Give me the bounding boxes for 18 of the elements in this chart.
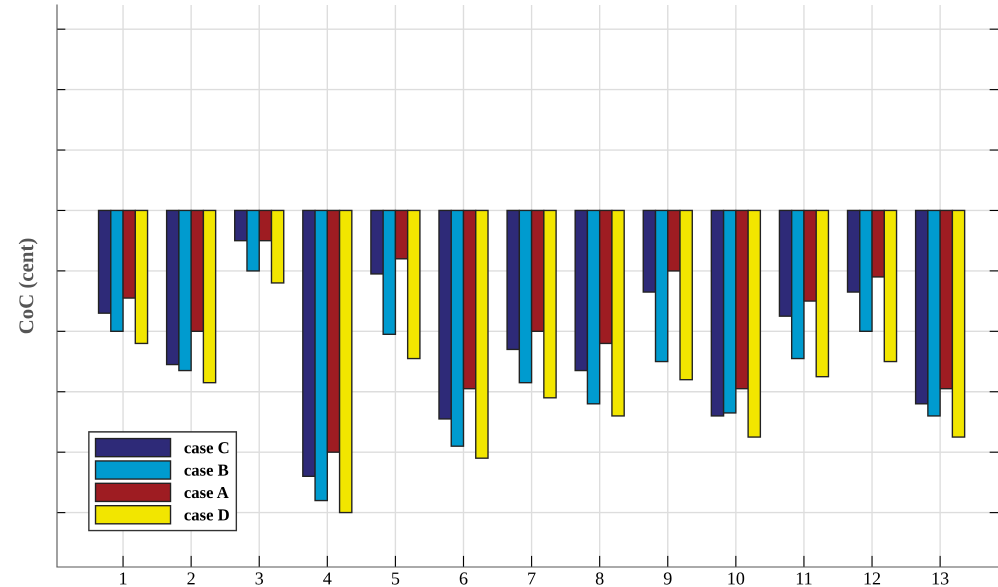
x-tick-label: 4 bbox=[323, 572, 332, 584]
x-tick-label: 13 bbox=[932, 572, 948, 585]
legend-label: case A bbox=[184, 486, 229, 498]
legend-label: case D bbox=[184, 509, 229, 521]
x-tick-label: 10 bbox=[728, 572, 744, 585]
y-axis-title: CoC (cent) bbox=[18, 238, 38, 334]
x-tick-label: 3 bbox=[256, 572, 264, 585]
x-tick-label: 2 bbox=[187, 572, 195, 584]
x-tick-label: 12 bbox=[864, 572, 880, 584]
x-tick-label: 1 bbox=[120, 572, 126, 584]
x-tick-label: 5 bbox=[392, 572, 400, 585]
legend-label: case B bbox=[184, 464, 228, 476]
x-tick-label: 9 bbox=[664, 572, 672, 585]
legend-label: case C bbox=[184, 442, 228, 454]
x-tick-label: 7 bbox=[528, 572, 536, 584]
x-tick-label: 8 bbox=[596, 572, 604, 585]
x-tick-label: 6 bbox=[460, 572, 468, 585]
x-tick-label: 11 bbox=[796, 572, 812, 584]
